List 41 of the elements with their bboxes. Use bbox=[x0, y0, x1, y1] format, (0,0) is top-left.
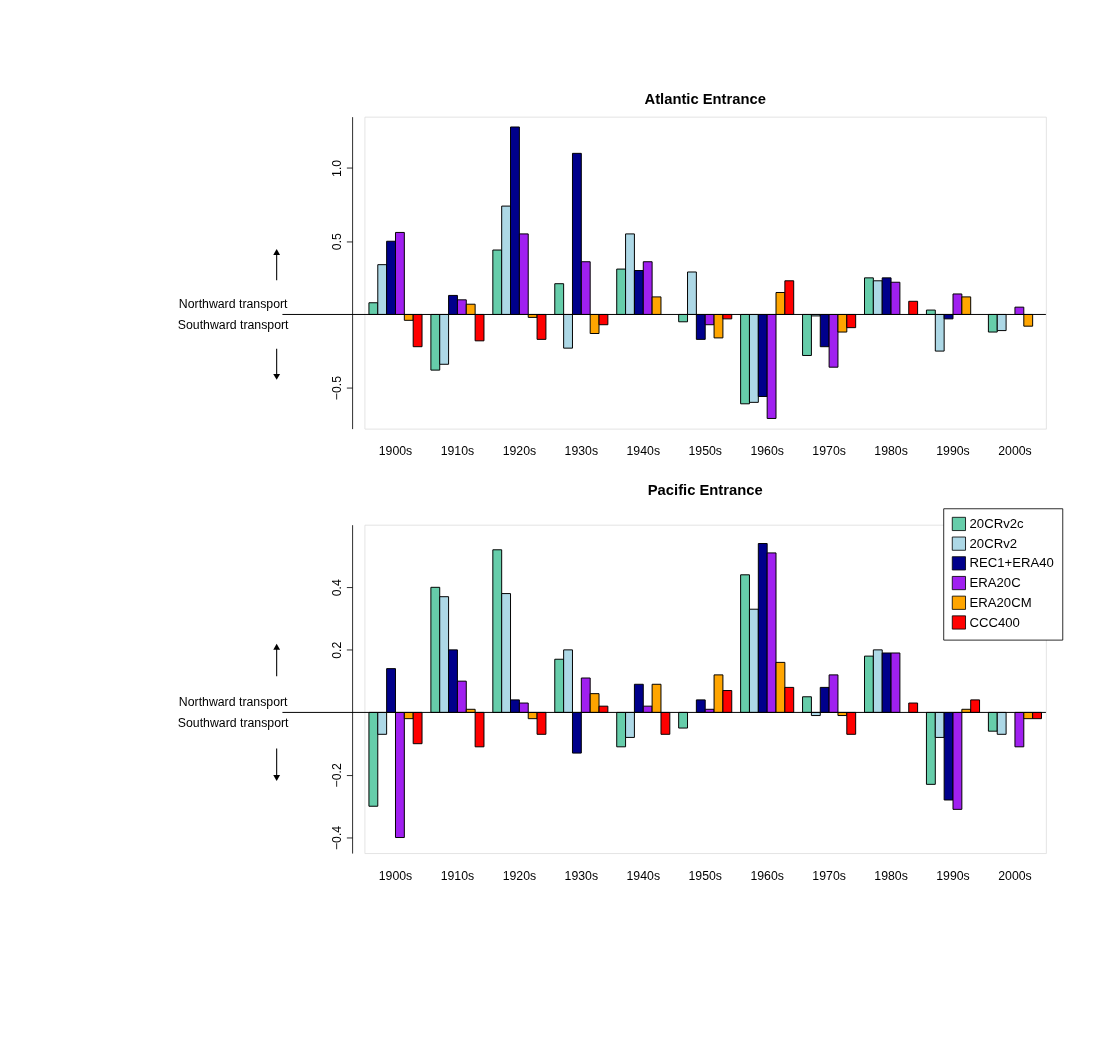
legend-label: REC1+ERA40 bbox=[969, 555, 1054, 571]
x-tick-label: 1970s bbox=[812, 444, 846, 459]
x-tick-label: 1920s bbox=[502, 868, 537, 883]
x-tick-label: 1970s bbox=[812, 868, 846, 883]
legend-label: ERA20CM bbox=[969, 594, 1032, 610]
x-tick-label: 1930s bbox=[564, 868, 599, 883]
x-tick-label: 1990s bbox=[936, 868, 970, 883]
chart-title: Pacific Entrance bbox=[647, 481, 763, 498]
legend-label: CCC400 bbox=[969, 614, 1020, 630]
text: Northward transport bbox=[178, 296, 289, 311]
x-tick-label: 1940s bbox=[626, 444, 661, 459]
text: Southward transport bbox=[177, 318, 290, 333]
x-tick-label: 1950s bbox=[688, 444, 722, 459]
x-tick-label: 1950s bbox=[688, 868, 722, 883]
y-tick-label: 0.5 bbox=[330, 232, 345, 251]
x-tick-label: 1960s bbox=[750, 444, 784, 459]
legend-label: 20CRv2c bbox=[969, 516, 1024, 532]
x-tick-label: 1900s bbox=[378, 868, 413, 883]
y-tick-label: −0.4 bbox=[330, 825, 345, 851]
x-tick-label: 1910s bbox=[440, 868, 475, 883]
y-tick-label: −0.2 bbox=[330, 763, 345, 788]
x-tick-label: 1960s bbox=[750, 868, 784, 883]
x-tick-label: 1910s bbox=[440, 444, 475, 459]
x-tick-label: 1900s bbox=[378, 444, 413, 459]
text: Southward transport bbox=[177, 716, 290, 731]
x-tick-label: 1980s bbox=[874, 444, 908, 459]
legend-label: ERA20C bbox=[969, 575, 1021, 591]
x-tick-label: 1990s bbox=[936, 444, 970, 459]
x-tick-label: 1940s bbox=[626, 868, 661, 883]
y-tick-label: 1.0 bbox=[330, 159, 345, 177]
legend-label: 20CRv2 bbox=[969, 535, 1017, 551]
y-tick-label: 0.4 bbox=[330, 579, 345, 597]
x-tick-label: 1920s bbox=[502, 444, 537, 459]
y-tick-label: −0.5 bbox=[330, 375, 345, 401]
x-tick-label: 1930s bbox=[564, 444, 599, 459]
text: Northward transport bbox=[178, 694, 289, 709]
x-tick-label: 2000s bbox=[998, 444, 1032, 459]
chart-title: Atlantic Entrance bbox=[644, 90, 766, 107]
x-tick-label: 1980s bbox=[874, 868, 908, 883]
x-tick-label: 2000s bbox=[998, 868, 1032, 883]
y-tick-label: 0.2 bbox=[330, 641, 345, 659]
